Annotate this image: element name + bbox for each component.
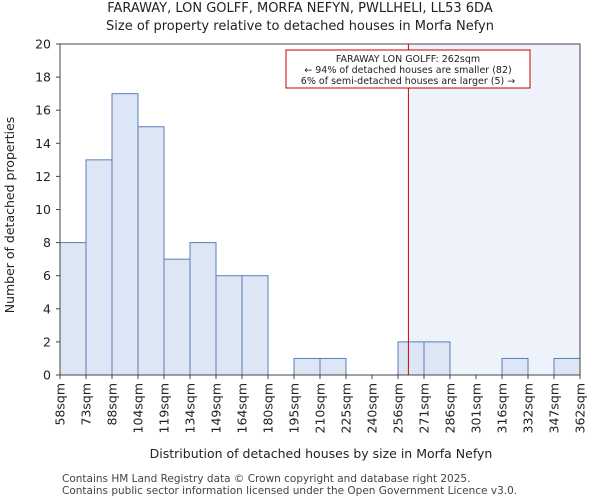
y-tick-label: 2 [43, 334, 51, 349]
bar [319, 357, 347, 376]
x-tick-label: 347sqm [547, 383, 562, 433]
bar [241, 275, 269, 376]
bar [137, 126, 165, 376]
footer-line1: Contains HM Land Registry data © Crown c… [62, 473, 471, 485]
bar [501, 357, 529, 376]
y-tick-label: 20 [35, 37, 51, 52]
y-tick-label: 16 [35, 103, 51, 118]
y-tick-label: 6 [43, 268, 51, 283]
chart-title: FARAWAY, LON GOLFF, MORFA NEFYN, PWLLHEL… [107, 1, 493, 16]
bar [189, 242, 217, 376]
x-tick-label: 271sqm [417, 383, 432, 433]
x-tick-label: 362sqm [573, 383, 588, 433]
y-tick-label: 4 [43, 301, 51, 316]
x-tick-label: 316sqm [495, 383, 510, 433]
bar [85, 159, 113, 376]
x-tick-label: 134sqm [183, 383, 198, 433]
y-tick-label: 8 [43, 235, 51, 250]
annotation-line1: FARAWAY LON GOLFF: 262sqm [336, 54, 480, 65]
chart-subtitle: Size of property relative to detached ho… [106, 19, 494, 34]
annotation-line3: 6% of semi-detached houses are larger (5… [301, 76, 515, 87]
bar [59, 242, 87, 376]
x-tick-label: 104sqm [131, 383, 146, 433]
highlight-region [408, 44, 580, 375]
x-tick-label: 88sqm [105, 383, 120, 426]
bar [293, 357, 321, 376]
footer-line2: Contains public sector information licen… [62, 485, 518, 497]
x-tick-label: 73sqm [79, 383, 94, 426]
y-tick-label: 12 [35, 169, 51, 184]
x-tick-label: 149sqm [209, 383, 224, 433]
x-tick-label: 180sqm [261, 383, 276, 433]
y-tick-label: 18 [35, 70, 51, 85]
bar [215, 275, 243, 376]
x-tick-label: 286sqm [443, 383, 458, 433]
y-tick-label: 14 [35, 136, 51, 151]
x-tick-label: 225sqm [339, 383, 354, 433]
y-tick-label: 0 [43, 368, 51, 383]
property-annotation: FARAWAY LON GOLFF: 262sqm ← 94% of detac… [285, 49, 531, 89]
x-tick-label: 210sqm [313, 383, 328, 433]
x-tick-label: 256sqm [391, 383, 406, 433]
x-tick-label: 119sqm [157, 383, 172, 433]
x-tick-label: 164sqm [235, 383, 250, 433]
x-tick-label: 301sqm [469, 383, 484, 433]
x-tick-label: 332sqm [521, 383, 536, 433]
annotation-line2: ← 94% of detached houses are smaller (82… [304, 65, 511, 76]
bar [553, 357, 581, 376]
x-tick-label: 58sqm [53, 383, 68, 426]
x-axis-label: Distribution of detached houses by size … [150, 446, 493, 461]
bar [111, 93, 139, 376]
y-axis-label: Number of detached properties [2, 117, 17, 314]
x-tick-label: 195sqm [287, 383, 302, 433]
bar [423, 341, 451, 376]
bar [163, 258, 191, 376]
y-tick-label: 10 [35, 202, 51, 217]
x-tick-label: 240sqm [365, 383, 380, 433]
bar [397, 341, 425, 376]
